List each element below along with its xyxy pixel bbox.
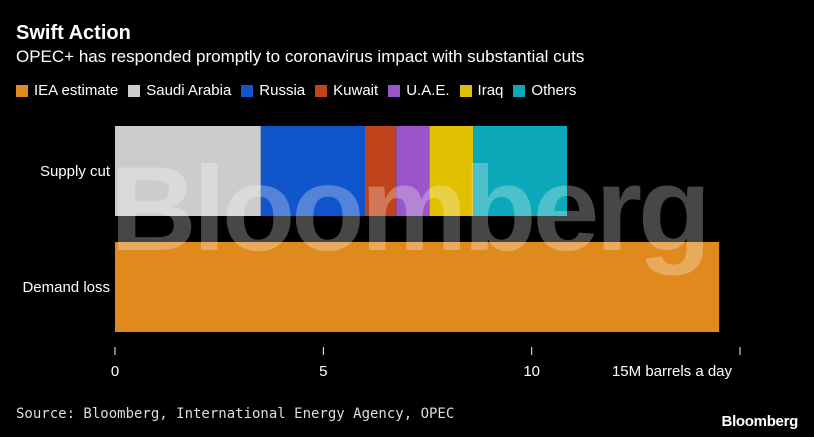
source-note: Source: Bloomberg, International Energy … xyxy=(16,406,455,422)
category-label: Demand loss xyxy=(22,279,110,296)
legend-swatch xyxy=(513,84,526,97)
legend-label: U.A.E. xyxy=(406,82,450,99)
legend-item: Others xyxy=(513,82,576,99)
legend-label: IEA estimate xyxy=(34,82,119,99)
legend-label: Others xyxy=(531,82,577,99)
legend-label: Kuwait xyxy=(333,82,379,99)
bar-segment xyxy=(115,126,261,216)
legend-item: Saudi Arabia xyxy=(128,82,231,99)
legend-swatch xyxy=(315,84,328,97)
legend-swatch xyxy=(388,84,401,97)
legend-label: Iraq xyxy=(477,82,504,99)
legend-item: Russia xyxy=(241,82,305,99)
bar-segment xyxy=(115,242,720,332)
bloomberg-logo: Bloomberg xyxy=(721,413,799,430)
category-label: Supply cut xyxy=(40,163,111,180)
bar-segment xyxy=(473,126,568,216)
legend-swatch xyxy=(16,84,28,97)
legend-label: Saudi Arabia xyxy=(146,82,232,99)
chart-subtitle: OPEC+ has responded promptly to coronavi… xyxy=(16,47,585,66)
x-tick-label: 0 xyxy=(111,363,119,380)
legend-swatch xyxy=(128,84,141,97)
chart-legend: IEA estimate Saudi Arabia Russia Kuwait U.A.… xyxy=(16,82,576,99)
legend-item: Kuwait xyxy=(315,82,378,99)
legend-item: IEA estimate xyxy=(16,82,118,99)
bar-segment xyxy=(396,126,430,216)
x-tick-label: 5 xyxy=(319,363,327,380)
legend-swatch xyxy=(459,84,472,97)
bar-segment xyxy=(365,126,397,216)
legend-item: U.A.E. xyxy=(388,82,450,99)
chart-title: Swift Action xyxy=(16,22,131,44)
legend-item: Iraq xyxy=(459,82,504,99)
legend-label: Russia xyxy=(259,82,306,99)
bar-segment xyxy=(260,126,365,216)
x-tick-label: 10 xyxy=(523,363,540,380)
legend-swatch xyxy=(241,84,254,97)
bar-segment xyxy=(429,126,474,216)
x-tick-label: 15M barrels a day xyxy=(612,363,733,380)
